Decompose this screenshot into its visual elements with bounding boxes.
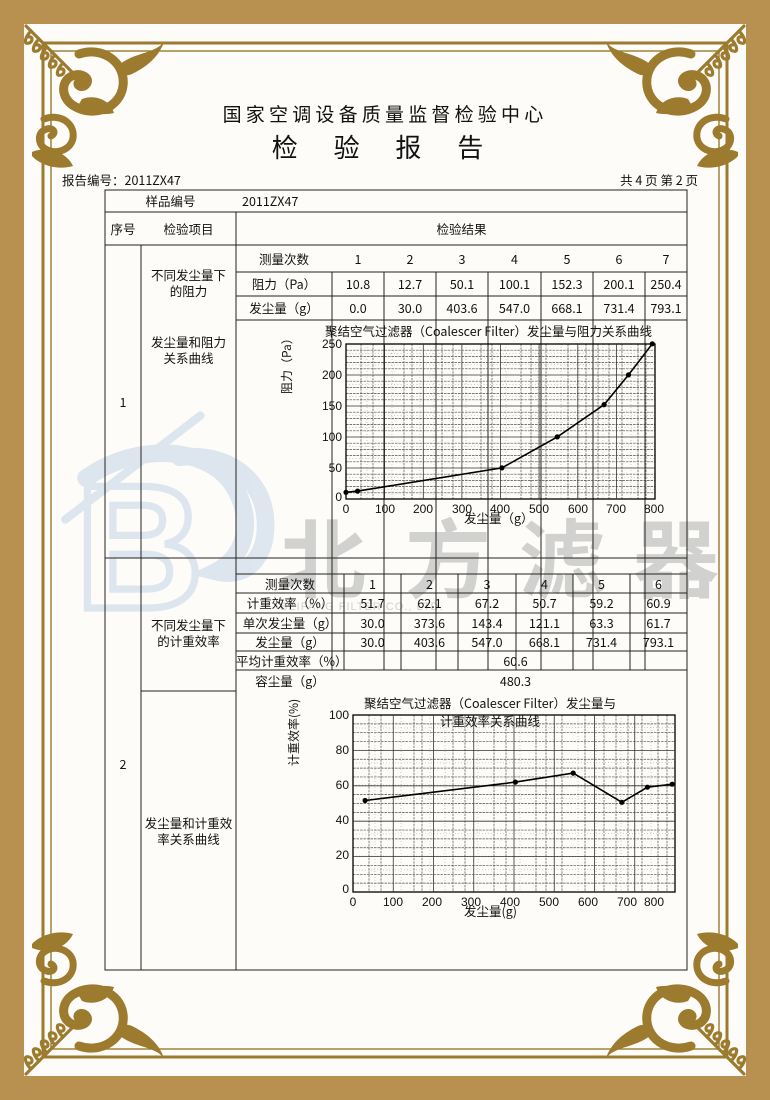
svg-text:700: 700 (617, 895, 637, 909)
svg-text:600: 600 (578, 895, 598, 909)
svg-text:80: 80 (336, 743, 350, 757)
svg-text:300: 300 (461, 895, 481, 909)
svg-text:800: 800 (644, 502, 664, 516)
svg-text:0: 0 (343, 502, 350, 516)
svg-text:100: 100 (383, 895, 403, 909)
svg-text:500: 500 (529, 502, 549, 516)
svg-text:0: 0 (335, 490, 342, 504)
svg-text:500: 500 (539, 895, 559, 909)
svg-text:400: 400 (490, 502, 510, 516)
svg-text:300: 300 (452, 502, 472, 516)
svg-text:60: 60 (336, 778, 350, 792)
svg-text:600: 600 (568, 502, 588, 516)
svg-text:100: 100 (329, 708, 349, 722)
svg-text:800: 800 (644, 895, 664, 909)
svg-text:0: 0 (350, 895, 357, 909)
svg-text:700: 700 (606, 502, 626, 516)
svg-text:150: 150 (322, 399, 342, 413)
svg-text:100: 100 (375, 502, 395, 516)
svg-text:250: 250 (322, 337, 342, 351)
svg-text:200: 200 (413, 502, 433, 516)
svg-text:0: 0 (342, 882, 349, 896)
svg-text:100: 100 (322, 430, 342, 444)
svg-text:40: 40 (336, 813, 350, 827)
svg-text:50: 50 (329, 461, 343, 475)
svg-text:20: 20 (336, 848, 350, 862)
svg-text:200: 200 (422, 895, 442, 909)
svg-text:200: 200 (322, 368, 342, 382)
svg-text:400: 400 (500, 895, 520, 909)
